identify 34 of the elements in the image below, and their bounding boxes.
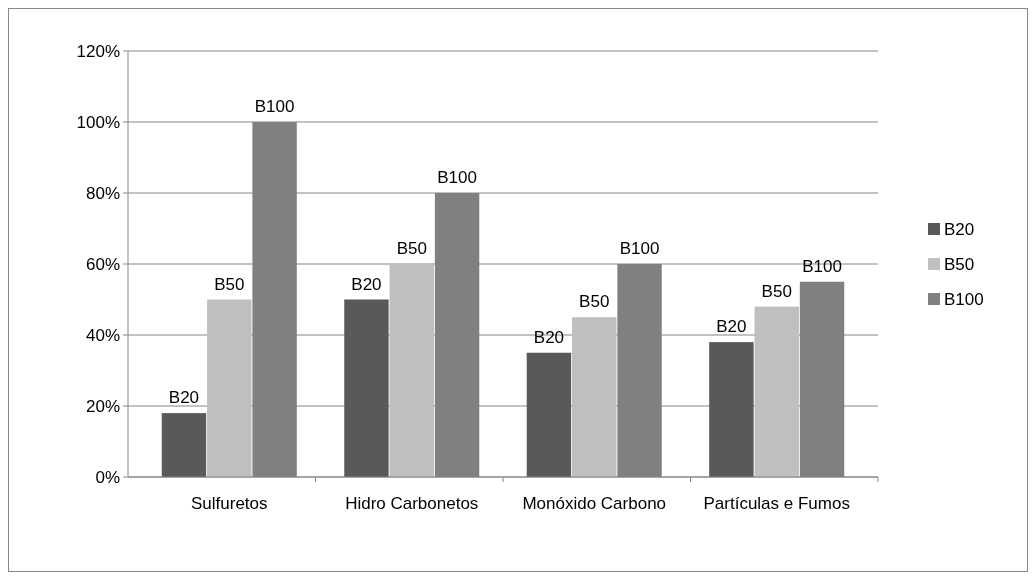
data-label: B20	[533, 327, 565, 347]
y-tick-label: 80%	[85, 183, 120, 203]
data-label: B100	[802, 256, 842, 276]
x-tick-label: Monóxido Carbono	[522, 494, 667, 513]
bar	[344, 299, 389, 477]
legend-label: B20	[944, 219, 975, 239]
bar	[754, 306, 799, 477]
bar	[389, 264, 434, 477]
y-tick-label: 100%	[76, 112, 120, 132]
bar	[207, 299, 252, 477]
data-label: B20	[351, 274, 382, 294]
bar	[526, 352, 572, 477]
y-tick-label: 120%	[76, 41, 120, 61]
x-tick-label: Partículas e Fumos	[703, 494, 850, 513]
legend-label: B100	[944, 289, 984, 309]
bar	[572, 317, 617, 477]
bar	[161, 413, 207, 477]
x-tick-label: Hidro Carbonetos	[345, 494, 479, 513]
data-label: B50	[761, 281, 792, 301]
data-label: B50	[579, 292, 610, 312]
data-label: B50	[396, 239, 427, 258]
data-label: B20	[716, 317, 747, 337]
y-tick-label: 0%	[95, 467, 120, 487]
data-label: B100	[254, 97, 295, 116]
x-tick-label: Sulfuretos	[191, 494, 268, 513]
data-label: B50	[214, 274, 245, 294]
y-tick-label: 60%	[85, 254, 120, 274]
bar	[709, 342, 754, 477]
legend-label: B50	[944, 254, 975, 274]
data-label: B100	[437, 168, 477, 187]
data-label: B20	[168, 388, 200, 408]
y-tick-label: 40%	[85, 325, 120, 345]
y-tick-label: 20%	[85, 396, 120, 416]
data-label: B100	[619, 239, 660, 258]
